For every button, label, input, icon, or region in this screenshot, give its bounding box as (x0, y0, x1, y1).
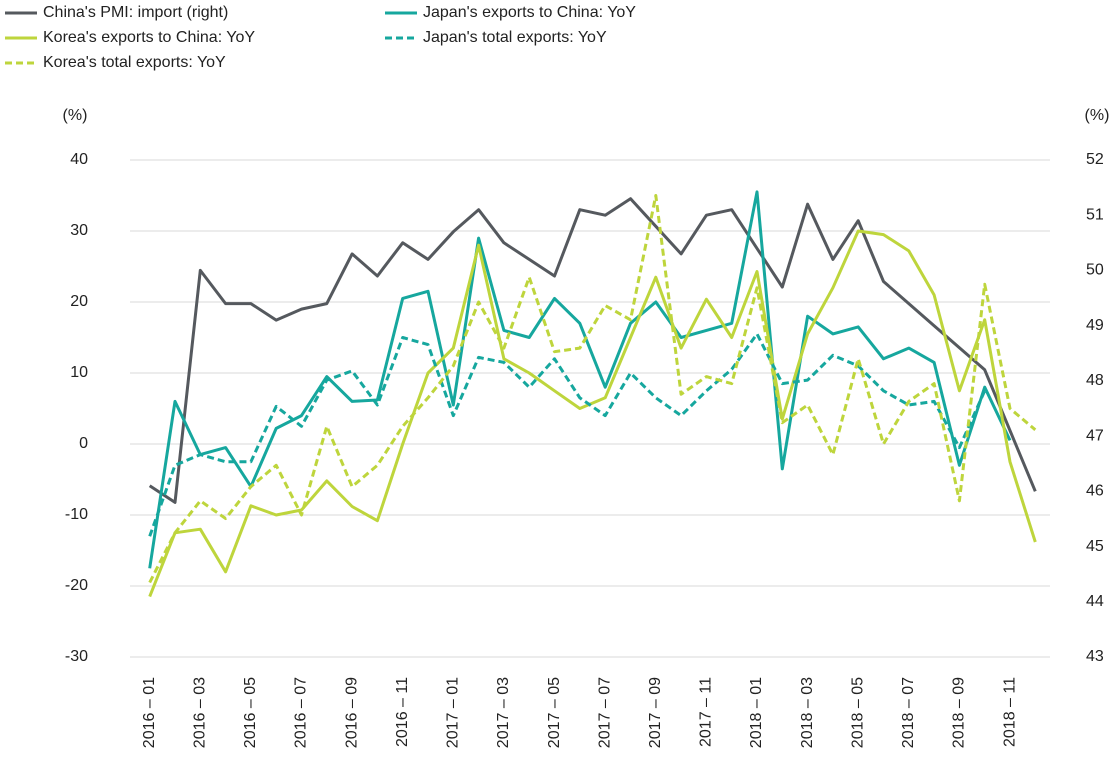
x-tick-label: 2016 – 07 (293, 677, 310, 748)
y-tick-label: 40 (70, 151, 88, 168)
legend-label: Japan's total exports: YoY (423, 29, 607, 46)
y2-tick-label: 46 (1086, 483, 1104, 500)
series-line (148, 332, 987, 537)
y-tick-label: 10 (70, 364, 88, 381)
series-line (148, 194, 1037, 584)
x-tick-label: 2018 – 11 (1001, 677, 1018, 747)
x-tick-label: 2016 – 09 (343, 677, 360, 748)
y-tick-label: 30 (70, 222, 88, 239)
x-tick-label: 2016 – 11 (394, 677, 411, 747)
x-tick-label: 2017 – 03 (495, 677, 512, 748)
y2-tick-label: 43 (1086, 648, 1104, 665)
legend-label: Korea's exports to China: YoY (43, 29, 255, 46)
y-tick-label: -20 (65, 577, 88, 594)
x-tick-label: 2018 – 05 (849, 677, 866, 748)
y2-tick-label: 44 (1086, 593, 1104, 610)
x-tick-label: 2017 – 11 (698, 677, 715, 747)
y2-tick-label: 50 (1086, 262, 1104, 279)
x-tick-label: 2016 – 05 (242, 677, 259, 748)
y2-axis-label: (%) (1085, 107, 1110, 124)
x-tick-label: 2017 – 09 (647, 677, 664, 748)
x-tick-label: 2016 – 01 (141, 677, 158, 748)
legend-label: Japan's exports to China: YoY (423, 4, 636, 21)
x-tick-label: 2018 – 07 (900, 677, 917, 748)
x-tick-label: 2017 – 01 (445, 677, 462, 748)
series-line (148, 190, 1012, 569)
y-tick-label: 20 (70, 293, 88, 310)
y2-tick-label: 51 (1086, 206, 1104, 223)
y2-tick-label: 52 (1086, 151, 1104, 168)
y-tick-label: 0 (79, 435, 88, 452)
y2-tick-label: 45 (1086, 538, 1104, 555)
y2-tick-label: 47 (1086, 427, 1104, 444)
y-axis-label: (%) (63, 107, 88, 124)
legend-label: China's PMI: import (right) (43, 4, 228, 21)
x-tick-label: 2018 – 01 (748, 677, 765, 748)
x-tick-label: 2017 – 05 (546, 677, 563, 748)
series-line (148, 229, 1037, 598)
series-line (148, 197, 1037, 504)
y2-tick-label: 48 (1086, 372, 1104, 389)
y-tick-label: -10 (65, 506, 88, 523)
x-tick-label: 2017 – 07 (596, 677, 613, 748)
x-tick-label: 2016 – 03 (191, 677, 208, 748)
x-tick-label: 2018 – 03 (799, 677, 816, 748)
legend-label: Korea's total exports: YoY (43, 54, 226, 71)
x-tick-label: 2018 – 09 (951, 677, 968, 748)
y-tick-label: -30 (65, 648, 88, 665)
y2-tick-label: 49 (1086, 317, 1104, 334)
